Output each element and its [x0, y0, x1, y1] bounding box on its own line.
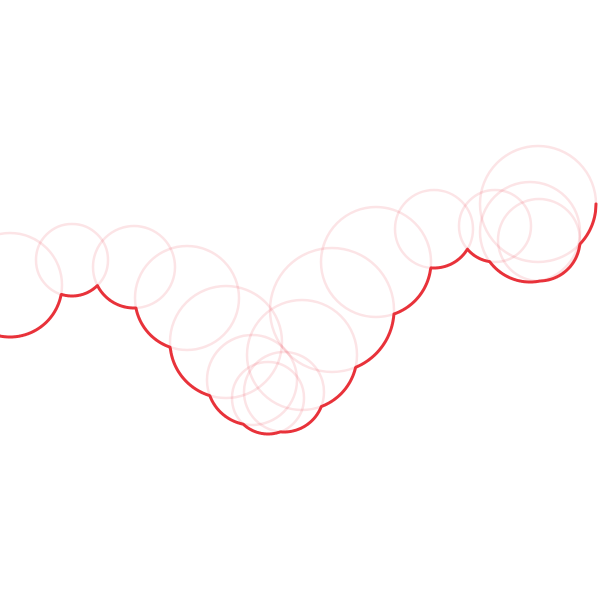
faint-circle [245, 298, 359, 412]
faint-circle [168, 284, 284, 400]
faint-circle [133, 244, 241, 352]
lower-envelope-group [0, 202, 598, 436]
faint-circle [0, 231, 64, 339]
faint-circle [205, 333, 299, 427]
faint-circle [268, 246, 396, 374]
faint-circle [319, 205, 433, 319]
lower-envelope-arc [0, 202, 598, 436]
faint-circle [457, 188, 533, 264]
